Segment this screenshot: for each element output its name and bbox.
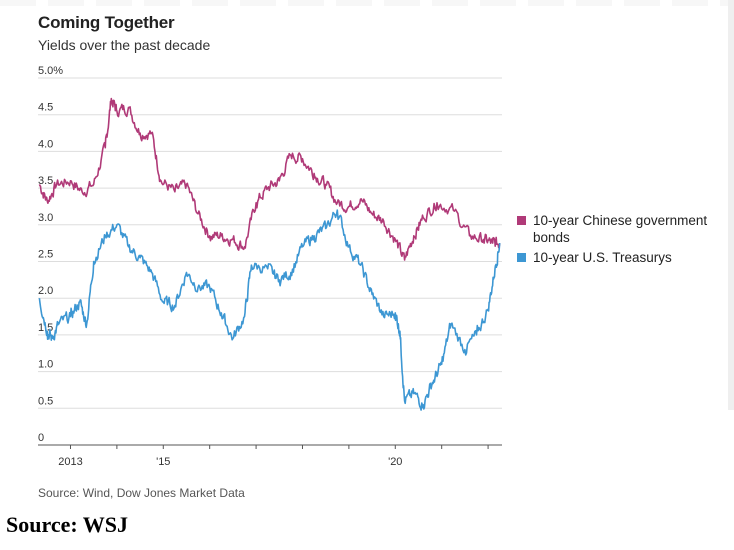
right-edge-bar [728,0,734,410]
y-tick-label: 2.5 [38,249,53,261]
source-note: Source: Wind, Dow Jones Market Data [38,486,245,500]
gridlines [38,77,502,449]
y-tick-label: 2.0 [38,285,53,297]
series-line-us [38,209,501,411]
legend-item-us: 10-year U.S. Treasurys [517,249,727,266]
y-tick-label: 3.5 [38,175,53,187]
y-tick-label: 1.0 [38,359,53,371]
legend-swatch-china [517,216,526,225]
y-tick-label: 4.5 [38,102,53,114]
legend: 10-year Chinese government bonds 10-year… [517,212,727,269]
y-tick-label: 3.0 [38,212,53,224]
legend-label-china: 10-year Chinese government bonds [533,213,708,245]
series-lines [38,97,501,411]
x-tick-label: 2013 [58,456,82,468]
x-axis-tick-labels: 2013 '15 '20 [58,456,402,468]
series-line-china [38,97,501,261]
line-chart: 00.51.01.52.02.53.03.54.04.55.0% 2013'15… [38,65,502,468]
source-credit: Source: WSJ [6,512,129,537]
y-tick-label: 4.0 [38,138,53,150]
chart-subtitle: Yields over the past decade [38,37,211,53]
x-tick-label: '20 [388,456,402,468]
y-tick-label: 0 [38,432,44,444]
chart-title: Coming Together [38,13,175,32]
y-tick-label: 5.0% [38,65,63,77]
y-axis-tick-labels: 00.51.01.52.02.53.03.54.04.55.0% [38,65,63,444]
top-decorative-strip [0,0,734,6]
y-tick-label: 0.5 [38,395,53,407]
x-tick-label: '15 [156,456,170,468]
legend-item-china: 10-year Chinese government bonds [517,212,727,246]
legend-swatch-us [517,253,526,262]
legend-label-us: 10-year U.S. Treasurys [533,250,672,265]
